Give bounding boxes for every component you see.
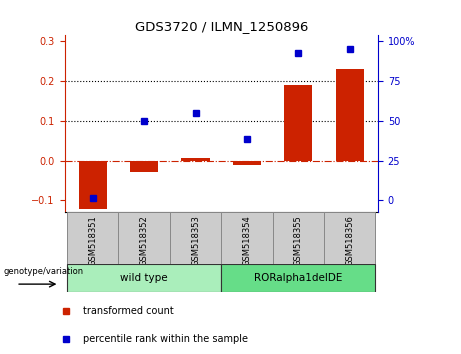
Text: GSM518355: GSM518355 [294,215,303,266]
Text: GSM518351: GSM518351 [89,215,97,266]
Text: percentile rank within the sample: percentile rank within the sample [83,334,248,344]
Bar [221,264,375,292]
Bar [182,158,210,161]
Text: GSM518353: GSM518353 [191,215,200,266]
Bar [284,85,313,161]
Bar [170,212,221,264]
Text: genotype/variation: genotype/variation [3,267,83,276]
Title: GDS3720 / ILMN_1250896: GDS3720 / ILMN_1250896 [135,20,308,33]
Text: wild type: wild type [120,273,168,283]
Bar [67,212,118,264]
Bar [79,161,107,209]
Text: RORalpha1delDE: RORalpha1delDE [254,273,343,283]
Bar [130,161,158,172]
Text: GSM518356: GSM518356 [345,215,354,266]
Bar [118,212,170,264]
Text: transformed count: transformed count [83,306,173,316]
Bar [67,264,221,292]
Bar [336,69,364,161]
Bar [324,212,375,264]
Bar [221,212,272,264]
Bar [233,161,261,165]
Text: GSM518354: GSM518354 [242,215,251,266]
Bar [272,212,324,264]
Text: GSM518352: GSM518352 [140,215,149,266]
